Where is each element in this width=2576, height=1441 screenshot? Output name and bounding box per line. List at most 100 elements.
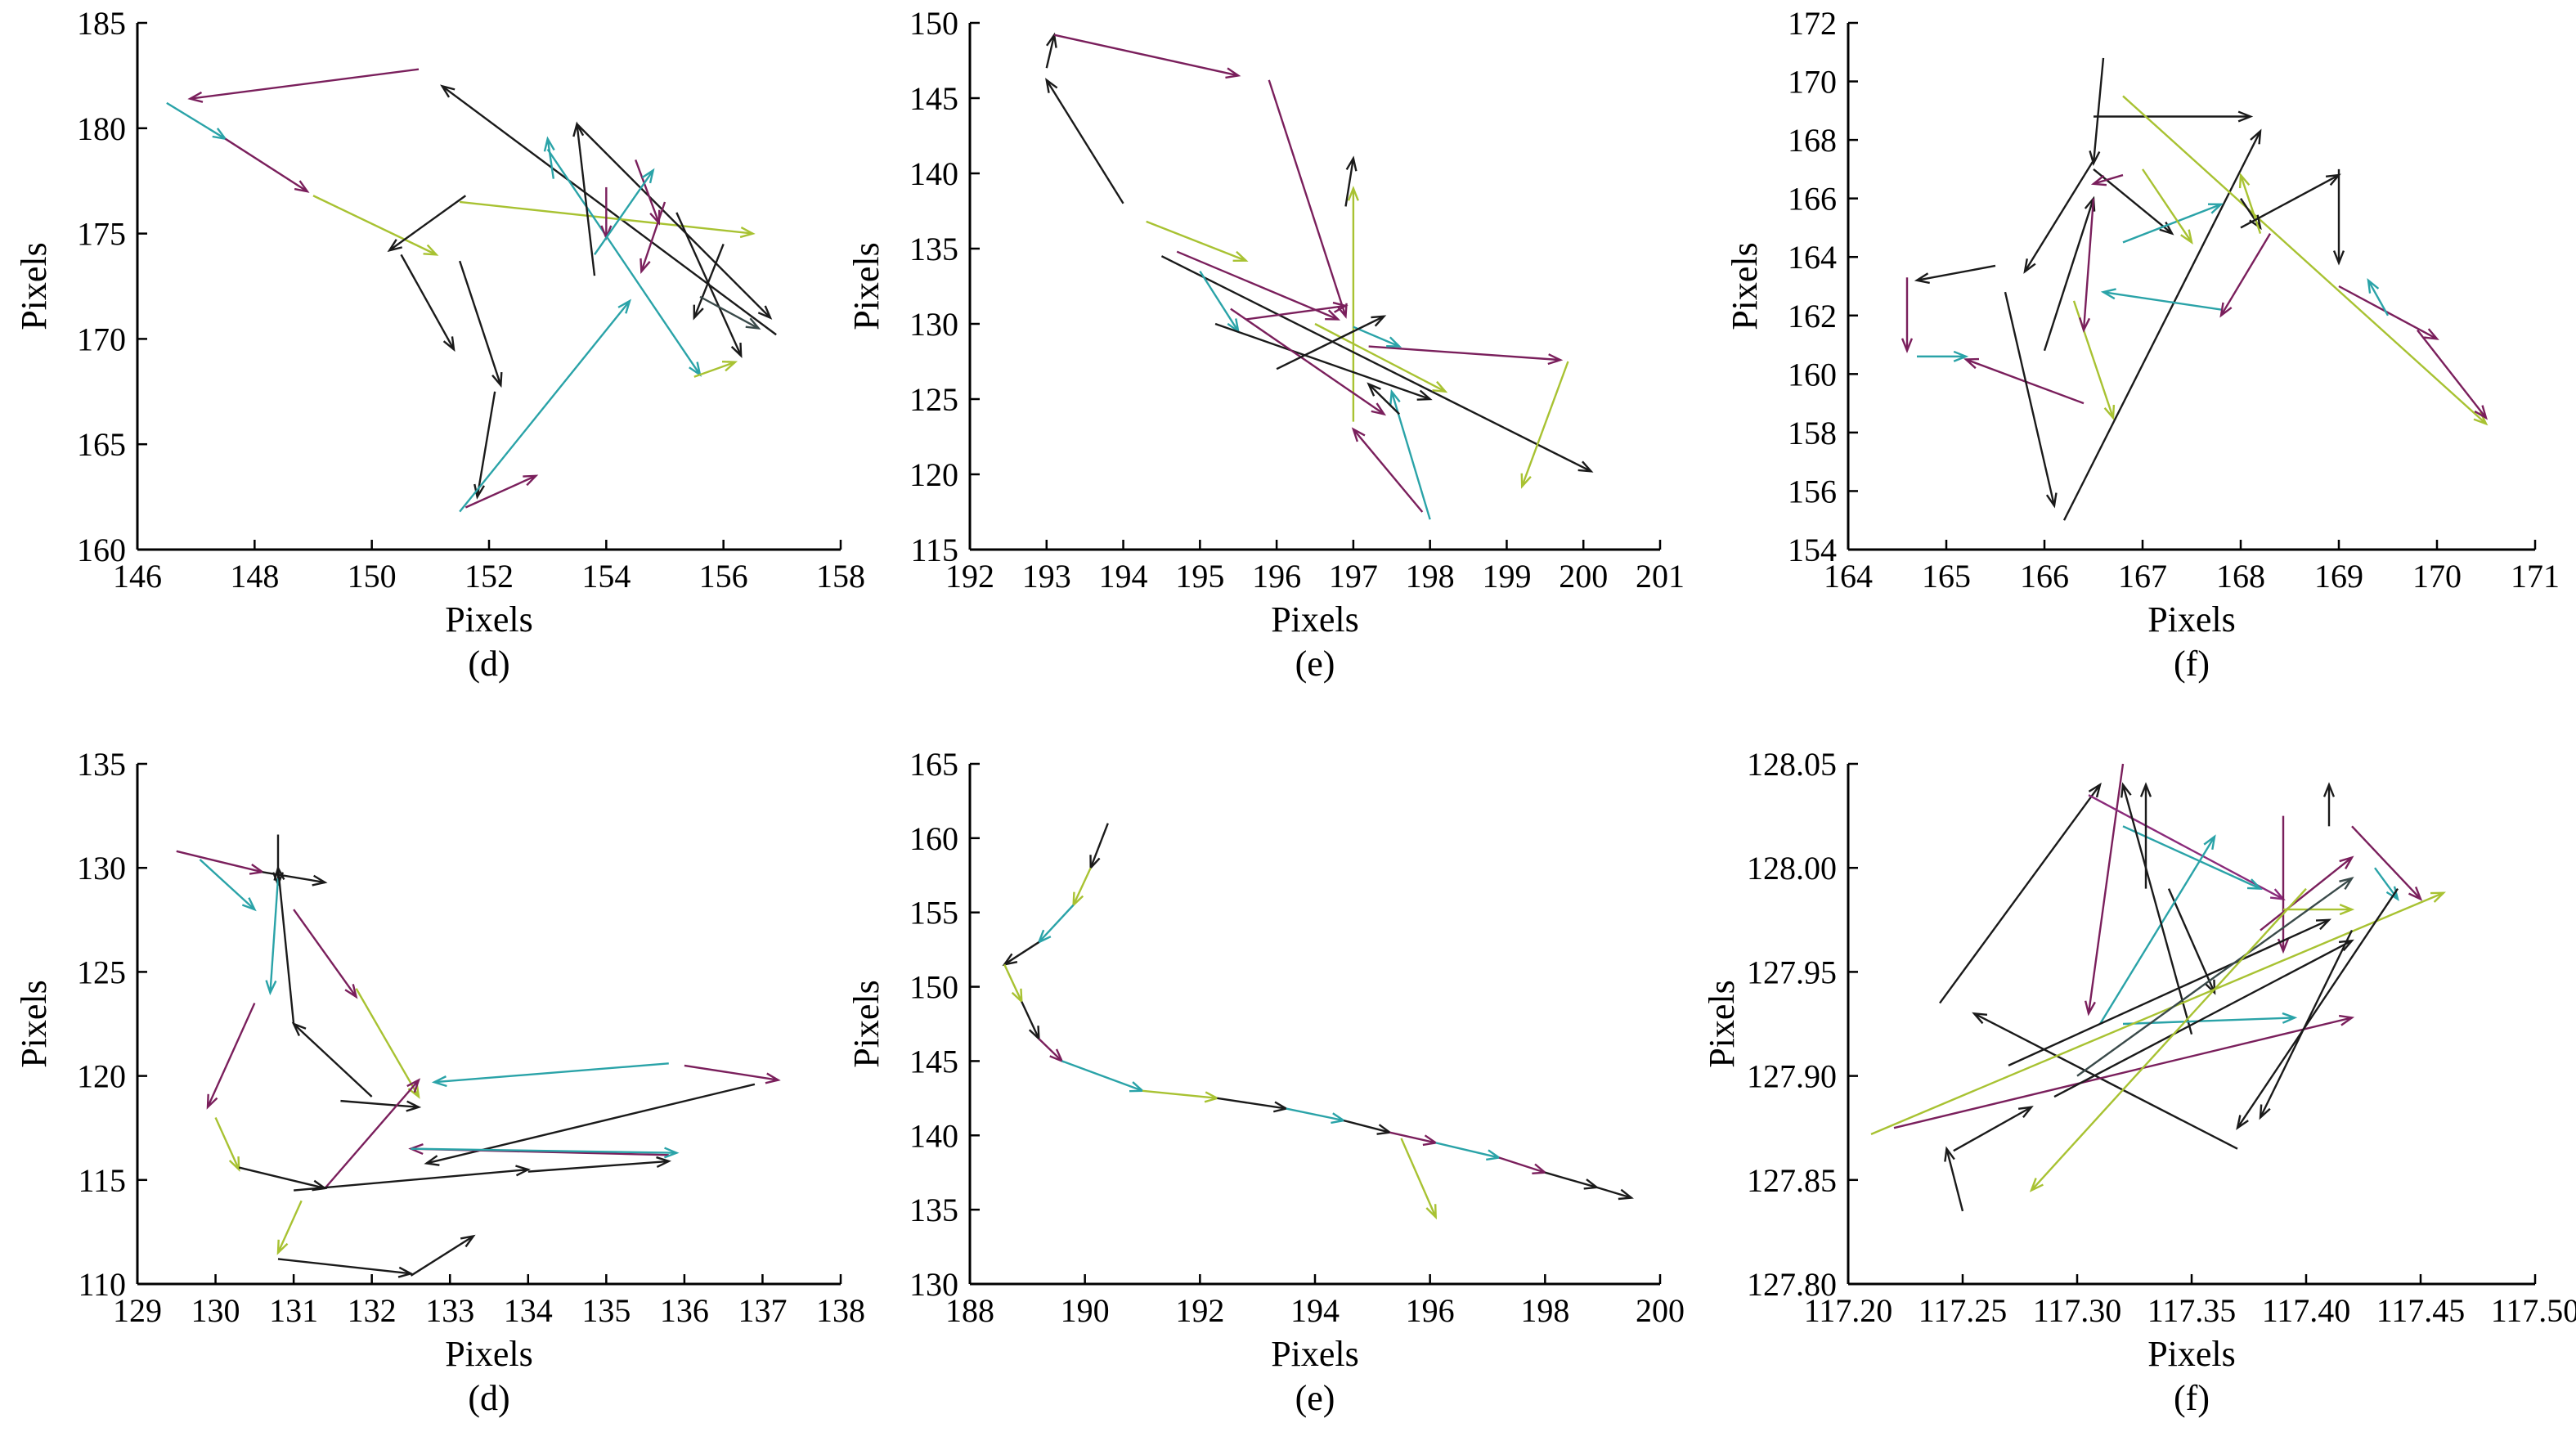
vector-arrow [1901,277,1914,353]
vector-arrow [2062,128,2262,521]
x-tick-label: 138 [816,1292,865,1329]
panel-label: (f) [2174,644,2210,684]
vector-arrow [2367,278,2390,316]
vector-arrow [1367,382,1400,415]
x-tick-label: 170 [2412,558,2462,595]
vector-arrow [527,1156,672,1173]
chart-panel-3: 164 165 166 167 168 169 170 171 154 156 158 160 162 1… [1725,5,2560,684]
vector-arrow [276,1200,303,1255]
vector-arrow [543,136,555,179]
y-tick-label: 164 [1788,239,1837,276]
y-tick-label: 175 [77,216,126,253]
y-tick-label: 145 [909,80,958,117]
vector-arrow [1914,264,1996,285]
vector-arrow [1214,322,1433,401]
y-tick-label: 110 [78,1266,126,1303]
vector-arrow [1870,891,2446,1135]
y-tick-label: 150 [909,5,958,42]
vector-arrow [1939,782,2102,1004]
vector-arrow [387,195,467,253]
y-tick-label: 120 [77,1058,126,1095]
x-tick-label: 129 [113,1292,162,1329]
x-tick-label: 192 [1175,1292,1224,1329]
x-tick-label: 166 [2020,558,2069,595]
x-tick-label: 154 [581,558,631,595]
vector-arrow [576,123,773,320]
vector-arrow [262,871,328,887]
x-tick-label: 117.35 [2147,1292,2237,1329]
vector-arrow [293,909,358,999]
vector-arrow [600,186,613,240]
y-tick-label: 127.90 [1747,1058,1837,1095]
vector-arrow [2332,168,2345,266]
vector-arrow [1199,270,1240,334]
vector-arrow [2322,782,2336,827]
x-tick-label: 131 [269,1292,318,1329]
vector-arrow [2004,291,2058,509]
vector-arrow [2120,782,2193,1035]
vector-arrow [1176,250,1341,321]
x-tick-label: 117.25 [1919,1292,2008,1329]
vector-arrow [1037,904,1075,945]
vector-arrow [199,859,257,912]
x-tick-label: 194 [1099,558,1148,595]
vector-arrow [572,121,596,276]
panel-label: (f) [2174,1378,2210,1418]
chart-panel-2: 192 193 194 195 196 197 198 199 200 201 115 120 125 1… [846,5,1685,684]
vector-arrow [1353,325,1402,348]
vector-arrow [1003,963,1023,1004]
x-tick-label: 192 [945,558,994,595]
vector-arrow [2338,285,2439,340]
vector-arrow [340,1099,422,1112]
y-tick-label: 130 [909,306,958,343]
vector-arrow [2139,782,2152,889]
vector-arrow [2098,834,2216,1025]
vector-arrow [1061,1060,1146,1093]
x-tick-label: 158 [816,558,865,595]
vector-arrow [1053,34,1241,79]
panel-label: (e) [1295,644,1335,684]
vector-arrow [294,1165,532,1192]
chart-panel-1: 146 148 150 152 154 156 158 160 165 170 175 180 185 P… [14,5,865,684]
vector-arrow [1944,1146,1964,1212]
y-tick-label: 162 [1788,298,1837,334]
x-tick-label: 197 [1329,558,1378,595]
vector-arrow [2122,203,2224,244]
x-tick-label: 134 [504,1292,553,1329]
y-axis-title: Pixels [846,242,886,330]
vector-arrow [2076,877,2354,1077]
x-tick-label: 196 [1252,558,1301,595]
vector-arrow [1002,941,1040,967]
vector-arrow [1160,255,1594,473]
y-tick-label: 128.05 [1747,746,1837,783]
x-tick-label: 194 [1290,1292,1340,1329]
vector-arrow [355,988,420,1099]
vector-arrow [1146,220,1249,263]
vector-arrow [1435,1142,1502,1161]
vector-arrow [312,195,439,256]
x-tick-label: 168 [2216,558,2265,595]
vector-arrow [2240,173,2341,229]
panel-label: (d) [468,1378,509,1418]
y-axis-title: Pixels [14,980,54,1068]
vector-arrow [635,159,661,226]
x-tick-label: 165 [1922,558,1971,595]
x-axis-title: Pixels [445,599,533,640]
vector-arrow [291,1021,373,1098]
y-tick-label: 130 [909,1266,958,1303]
vector-arrow [1314,322,1448,393]
chart-panel-6: 117.20 117.25 117.30 117.35 117.40 117.45 117.… [1702,746,2576,1418]
y-tick-label: 135 [909,231,958,267]
vector-arrow [2079,198,2095,333]
vector-arrow [206,1003,256,1110]
vector-arrow [464,474,539,509]
y-tick-label: 130 [77,850,126,887]
x-tick-label: 135 [581,1292,631,1329]
vector-arrow [1893,1014,2355,1129]
x-tick-label: 167 [2118,558,2167,595]
x-tick-label: 137 [738,1292,787,1329]
x-tick-label: 152 [464,558,514,595]
vector-arrow [459,299,632,513]
vector-arrow [1230,308,1387,416]
